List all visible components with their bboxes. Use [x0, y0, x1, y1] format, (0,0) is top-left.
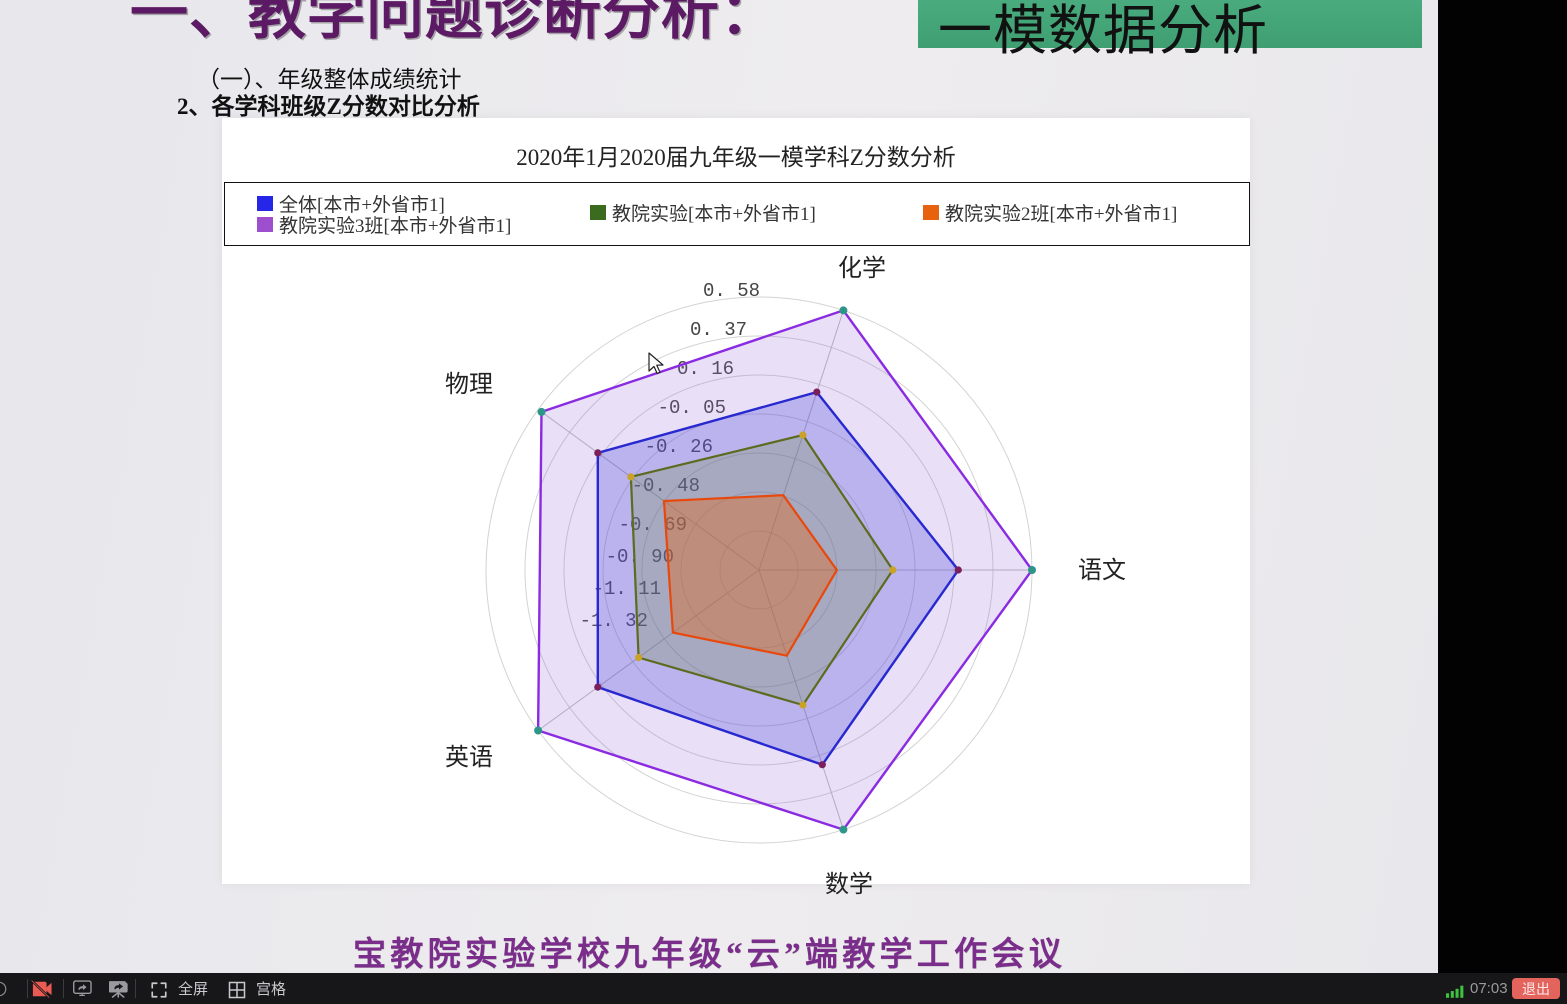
svg-text:化学: 化学: [838, 255, 886, 282]
svg-text:物理: 物理: [445, 371, 493, 398]
svg-text:数学: 数学: [825, 871, 873, 898]
svg-text:0. 58: 0. 58: [703, 280, 760, 302]
svg-text:0. 37: 0. 37: [690, 319, 747, 341]
svg-text:英语: 英语: [445, 744, 493, 771]
svg-text:语文: 语文: [1078, 557, 1126, 584]
